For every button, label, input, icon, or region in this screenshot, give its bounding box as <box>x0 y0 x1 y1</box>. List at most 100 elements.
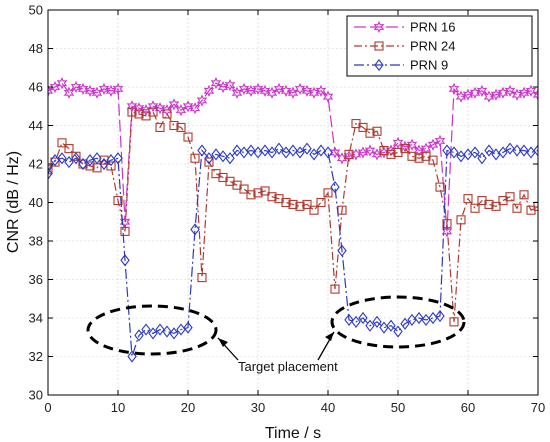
data-point <box>273 82 285 96</box>
data-point <box>358 122 368 132</box>
data-point <box>400 144 410 154</box>
data-point <box>316 144 326 157</box>
data-point <box>190 223 200 236</box>
data-point <box>133 102 145 115</box>
data-point <box>267 192 277 202</box>
y-tick-label: 44 <box>29 118 43 133</box>
legend-marker <box>373 20 385 34</box>
data-point <box>183 321 193 334</box>
data-point <box>127 350 137 363</box>
data-point <box>484 199 494 209</box>
annotation-text: Target placement <box>238 359 338 374</box>
data-point <box>330 180 340 194</box>
legend-marker <box>374 58 384 72</box>
x-tick-label: 0 <box>44 400 51 415</box>
data-point <box>504 84 516 97</box>
data-point <box>463 194 473 204</box>
data-point <box>322 90 334 103</box>
data-point <box>98 82 110 96</box>
data-point <box>71 152 81 165</box>
data-point <box>274 142 284 155</box>
data-point <box>344 149 354 159</box>
data-point <box>281 197 291 208</box>
ticks: 0 10 20 30 40 50 60 70 30 32 34 36 38 40 42 44 46 48 50 <box>29 3 546 416</box>
legend-item-prn-9: PRN 9 <box>354 58 448 73</box>
data-point <box>232 144 242 157</box>
data-point <box>99 157 109 171</box>
data-point <box>155 122 165 132</box>
data-point <box>218 150 228 163</box>
annotation-arrowhead-right <box>325 332 334 341</box>
data-point <box>84 84 96 97</box>
y-tick-label: 30 <box>29 388 43 403</box>
data-point <box>392 136 404 149</box>
data-point <box>302 199 312 209</box>
data-point <box>393 325 403 338</box>
y-tick-label: 40 <box>29 195 43 210</box>
target-ellipse-right <box>330 295 466 349</box>
data-point <box>365 128 375 138</box>
data-point <box>484 144 494 157</box>
data-point <box>92 152 102 165</box>
data-point <box>57 138 67 148</box>
data-point <box>406 138 418 151</box>
data-point <box>78 157 88 171</box>
data-point <box>525 84 537 97</box>
data-point <box>162 325 172 338</box>
data-point <box>259 84 271 97</box>
data-point <box>309 148 319 161</box>
data-point <box>176 122 186 132</box>
data-point <box>519 190 529 200</box>
data-point <box>295 146 305 159</box>
data-point <box>309 205 319 215</box>
data-point <box>435 182 445 192</box>
y-tick-label: 32 <box>29 349 43 364</box>
data-point <box>316 197 326 208</box>
annotation-arrowhead-left <box>218 338 228 347</box>
legend-label: PRN 9 <box>410 58 448 73</box>
data-point <box>141 323 151 336</box>
data-point <box>448 82 460 96</box>
data-point <box>189 102 201 115</box>
data-point <box>246 144 256 157</box>
x-tick-label: 30 <box>251 400 265 415</box>
data-point <box>267 146 277 159</box>
data-point <box>512 144 522 157</box>
data-point <box>183 132 193 142</box>
data-point <box>315 84 327 97</box>
x-axis-label: Time / s <box>265 425 321 442</box>
data-point <box>147 100 159 113</box>
data-point <box>358 311 368 325</box>
data-point <box>323 146 333 159</box>
data-point <box>224 78 236 92</box>
data-point <box>210 77 222 90</box>
x-tick-label: 10 <box>111 400 125 415</box>
x-tick-label: 60 <box>461 400 475 415</box>
data-point <box>364 144 376 157</box>
data-point <box>239 184 249 194</box>
legend-label: PRN 16 <box>410 20 456 35</box>
series-layer <box>48 77 538 363</box>
x-tick-label: 40 <box>321 400 335 415</box>
data-point <box>505 142 515 155</box>
data-point <box>113 152 123 165</box>
data-point <box>225 152 235 165</box>
data-point <box>211 148 221 161</box>
data-point <box>400 317 410 330</box>
data-point <box>532 88 538 101</box>
data-point <box>204 157 214 167</box>
data-point <box>470 203 480 213</box>
data-point <box>372 126 382 136</box>
data-point <box>302 142 312 155</box>
data-point <box>120 254 130 267</box>
data-point <box>449 146 459 159</box>
y-tick-label: 38 <box>29 234 43 249</box>
data-point <box>442 144 452 157</box>
data-point <box>449 317 459 327</box>
x-tick-label: 70 <box>531 400 545 415</box>
legend-item-prn-16: PRN 16 <box>354 20 456 35</box>
data-point <box>260 144 270 157</box>
data-point <box>280 84 292 97</box>
data-point <box>197 144 207 157</box>
data-point <box>204 152 214 165</box>
